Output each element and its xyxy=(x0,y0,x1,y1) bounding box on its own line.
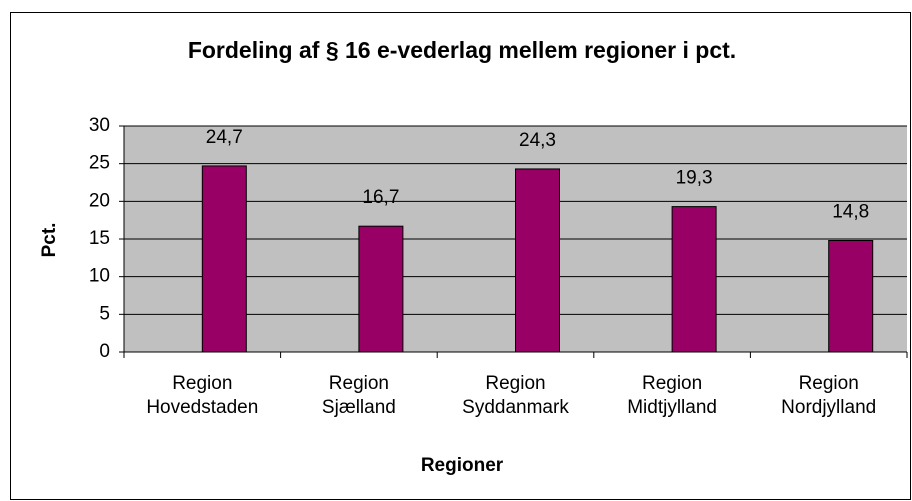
y-tick-label: 30 xyxy=(89,115,110,136)
y-tick-label: 0 xyxy=(99,341,110,362)
x-axis-label: Regioner xyxy=(421,455,504,476)
y-tick-label: 5 xyxy=(99,303,110,324)
x-tick-label: Region Syddanmark xyxy=(462,373,569,418)
bar xyxy=(358,225,404,353)
x-tick-label: Region Midtjylland xyxy=(627,373,717,418)
data-label: 24,3 xyxy=(519,130,556,151)
data-label: 19,3 xyxy=(676,168,713,189)
y-tick-label: 25 xyxy=(89,153,110,174)
x-tick-label: Region Sjælland xyxy=(321,373,396,418)
x-tick-label: Region Nordjylland xyxy=(781,373,877,418)
y-tick-label: 10 xyxy=(89,266,110,287)
y-tick-label: 15 xyxy=(89,228,110,249)
x-tick-label: Region Hovedstaden xyxy=(146,373,259,418)
bar xyxy=(828,240,874,353)
data-label: 16,7 xyxy=(362,187,399,208)
data-label: 24,7 xyxy=(206,127,243,148)
y-axis-label: Pct. xyxy=(39,223,60,258)
chart-title: Fordeling af § 16 e-vederlag mellem regi… xyxy=(188,37,736,63)
y-tick-label: 20 xyxy=(89,190,110,211)
bar xyxy=(671,206,717,353)
bar xyxy=(201,165,247,353)
bar xyxy=(515,168,560,353)
data-label: 14,8 xyxy=(832,202,869,223)
